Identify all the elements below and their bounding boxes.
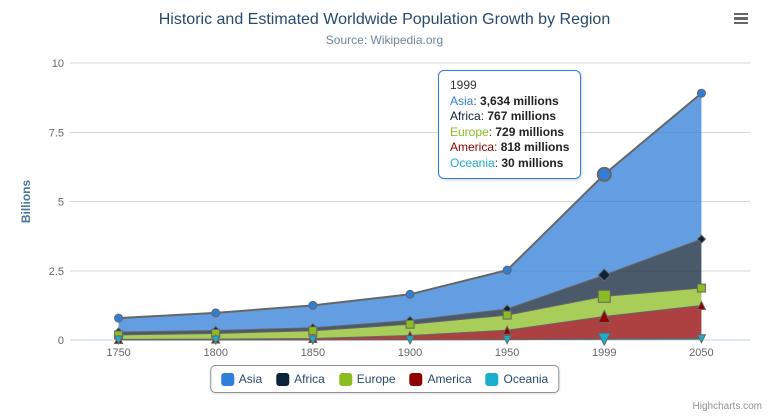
tooltip-series-value: 30 millions [501,155,564,170]
marker-oceania-1750[interactable] [113,335,124,346]
tooltip: 1999 Asia: 3,634 millions Africa: 767 mil… [438,70,582,179]
legend-label: Oceania [503,372,549,386]
tooltip-row-america: America: 818 millions [450,140,570,155]
marker-oceania-1850[interactable] [308,335,318,346]
tooltip-row-asia: Asia: 3,634 millions [450,93,559,108]
y-axis-label: 10 [52,58,64,70]
tooltip-row-europe: Europe: 729 millions [450,124,565,139]
marker-asia-1950[interactable] [502,265,512,275]
tooltip-series-name: America [450,140,495,155]
marker-africa-1999[interactable] [597,268,611,282]
marker-europe-1950[interactable] [502,310,512,320]
x-axis-label: 1999 [592,347,616,359]
marker-oceania-1999[interactable] [597,332,612,347]
area-africa[interactable] [118,239,702,335]
export-menu-button[interactable] [733,11,749,26]
x-axis-label: 2050 [689,347,713,359]
tooltip-series-value: 729 millions [495,124,565,139]
legend-swatch-icon [220,372,234,386]
tooltip-series-name: Europe [450,124,489,139]
legend-swatch-icon [276,372,290,386]
y-axis-title: Billions [19,180,33,224]
marker-asia-1900[interactable] [405,289,415,299]
legend: Asia Africa Europe America Oceania [209,365,560,393]
x-axis-label: 1750 [106,347,130,359]
legend-swatch-icon [485,372,499,386]
legend-label: Europe [356,372,396,386]
marker-oceania-1950[interactable] [502,335,512,345]
legend-label: Africa [294,372,325,386]
legend-item-america[interactable]: America [409,372,472,386]
marker-asia-1999[interactable] [596,166,612,182]
legend-swatch-icon [338,372,352,386]
x-axis-label: 1800 [203,347,227,359]
y-axis-label: 5 [58,197,64,209]
tooltip-row-oceania: Oceania: 30 millions [450,155,564,170]
marker-oceania-1800[interactable] [210,335,221,346]
tooltip-series-name: Asia [450,93,474,108]
marker-asia-1750[interactable] [114,313,124,323]
legend-item-europe[interactable]: Europe [338,372,396,386]
marker-america-2050[interactable] [696,300,707,310]
tooltip-row-africa: Africa: 767 millions [450,109,557,124]
legend-label: America [427,372,472,386]
marker-america-1999[interactable] [597,309,612,324]
legend-item-oceania[interactable]: Oceania [485,372,549,386]
chart-title: Historic and Estimated Worldwide Populat… [158,11,611,28]
marker-africa-2050[interactable] [696,234,707,244]
y-axis-label: 2.5 [49,266,64,278]
y-axis-label: 7.5 [49,127,64,139]
tooltip-series-value: 3,634 millions [480,93,559,108]
area-asia[interactable] [118,93,702,332]
x-axis-label: 1950 [495,347,519,359]
marker-asia-1800[interactable] [211,308,221,318]
tooltip-series-name: Africa [450,109,481,124]
marker-asia-2050[interactable] [696,88,706,98]
tooltip-header: 1999 [450,78,477,92]
marker-oceania-1900[interactable] [405,335,415,345]
chart-subtitle: Source: Wikipedia.org [325,33,444,47]
x-axis-label: 1850 [301,347,325,359]
legend-label: Asia [238,372,263,386]
y-axis-label: 0 [58,335,64,347]
tooltip-series-value: 818 millions [500,140,570,155]
marker-asia-1850[interactable] [308,300,318,310]
legend-item-africa[interactable]: Africa [276,372,325,386]
legend-item-asia[interactable]: Asia [220,372,263,386]
tooltip-series-name: Oceania [450,155,495,170]
marker-europe-1999[interactable] [597,289,611,303]
marker-oceania-2050[interactable] [696,334,707,344]
marker-europe-2050[interactable] [696,283,706,293]
marker-europe-1900[interactable] [405,319,415,329]
legend-swatch-icon [409,372,423,386]
x-axis-label: 1900 [398,347,422,359]
tooltip-series-value: 767 millions [487,109,557,124]
highcharts-credits-link[interactable]: Highcharts.com [692,401,762,412]
area-america[interactable] [118,305,702,340]
marker-america-1950[interactable] [502,325,512,335]
